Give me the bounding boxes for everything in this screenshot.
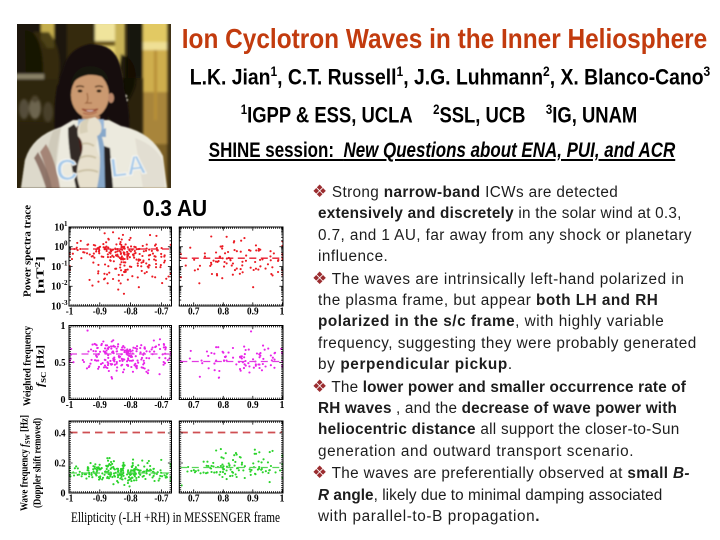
svg-text:(Doppler shift removed): (Doppler shift removed) bbox=[33, 418, 44, 508]
svg-text:10: 10 bbox=[54, 242, 64, 253]
svg-text:-1: -1 bbox=[66, 307, 74, 318]
svg-text:Wave frequency fSW [Hz]: Wave frequency fSW [Hz] bbox=[20, 415, 32, 511]
svg-text:10: 10 bbox=[51, 301, 61, 312]
svg-text:0.9: 0.9 bbox=[247, 400, 259, 411]
svg-text:0: 0 bbox=[64, 240, 68, 248]
svg-text:-0.8: -0.8 bbox=[124, 400, 138, 411]
svg-text:1: 1 bbox=[280, 400, 285, 411]
svg-text:0.8: 0.8 bbox=[218, 307, 230, 318]
svg-text:1: 1 bbox=[64, 220, 68, 228]
svg-text:-0.7: -0.7 bbox=[154, 307, 168, 318]
svg-text:0.8: 0.8 bbox=[218, 400, 230, 411]
svg-text:1: 1 bbox=[280, 307, 285, 318]
svg-text:-0.8: -0.8 bbox=[124, 494, 138, 505]
svg-text:10: 10 bbox=[54, 222, 64, 233]
svg-text:0: 0 bbox=[61, 395, 66, 406]
svg-text:0.7: 0.7 bbox=[188, 307, 200, 318]
svg-text:fSC [Hz]: fSC [Hz] bbox=[36, 345, 48, 387]
svg-text:1: 1 bbox=[280, 494, 285, 505]
svg-text:Weighted frequency: Weighted frequency bbox=[23, 325, 34, 406]
svg-text:0.2: 0.2 bbox=[55, 458, 66, 469]
svg-text:0.9: 0.9 bbox=[247, 307, 259, 318]
svg-text:0.4: 0.4 bbox=[55, 428, 66, 439]
svg-text:-1: -1 bbox=[66, 400, 74, 411]
svg-text:10: 10 bbox=[51, 262, 61, 273]
svg-text:Power spectra trace: Power spectra trace bbox=[23, 205, 34, 297]
svg-text:[nT2]: [nT2] bbox=[34, 256, 47, 294]
svg-text:0: 0 bbox=[61, 488, 66, 499]
svg-text:-0.7: -0.7 bbox=[154, 494, 168, 505]
svg-text:-0.9: -0.9 bbox=[93, 494, 107, 505]
svg-text:0.7: 0.7 bbox=[188, 400, 200, 411]
svg-text:0.5: 0.5 bbox=[55, 358, 66, 369]
svg-text:Ellipticity (-LH +RH) in MESSE: Ellipticity (-LH +RH) in MESSENGER frame bbox=[71, 510, 280, 526]
svg-text:0.7: 0.7 bbox=[188, 494, 200, 505]
svg-text:-1: -1 bbox=[66, 494, 74, 505]
svg-text:1: 1 bbox=[61, 321, 66, 332]
svg-text:-1: -1 bbox=[62, 259, 68, 267]
svg-text:-0.9: -0.9 bbox=[93, 307, 107, 318]
svg-text:-0.8: -0.8 bbox=[124, 307, 138, 318]
svg-text:0.9: 0.9 bbox=[247, 494, 259, 505]
svg-text:LA: LA bbox=[108, 149, 147, 183]
svg-text:-0.7: -0.7 bbox=[154, 400, 168, 411]
svg-text:-3: -3 bbox=[62, 299, 68, 307]
svg-text:C: C bbox=[55, 153, 79, 187]
svg-text:-2: -2 bbox=[62, 279, 68, 287]
svg-text:10: 10 bbox=[51, 282, 61, 293]
svg-text:0.8: 0.8 bbox=[218, 494, 230, 505]
svg-text:-0.9: -0.9 bbox=[93, 400, 107, 411]
